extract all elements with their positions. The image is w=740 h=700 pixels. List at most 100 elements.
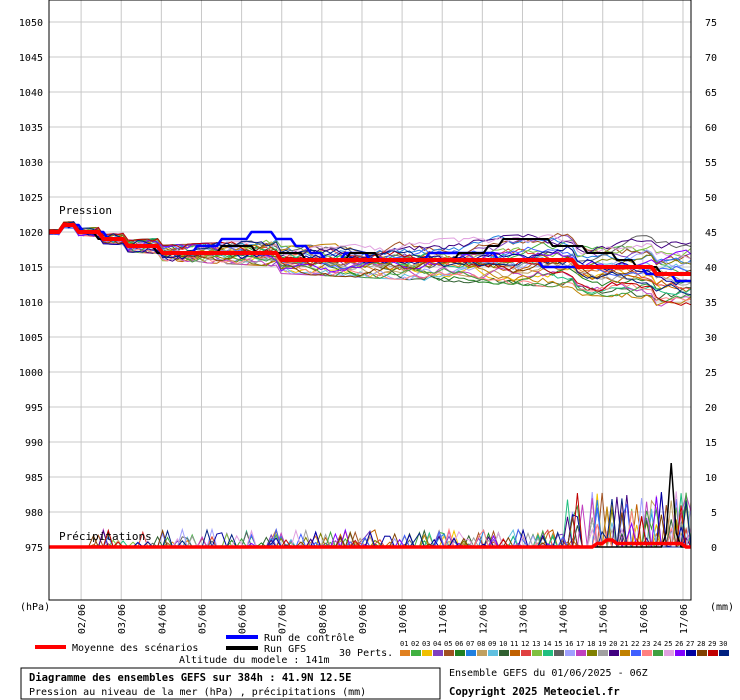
member-legend: 01 02 03 04 05 06 07 08 09 10 11 12 13 14 15 16 17 18 19 20… [400,640,729,656]
right-tick-label: 20 [705,403,717,414]
x-tick-label: 11/06 [438,604,449,634]
left-tick-label: 1035 [19,123,43,134]
main-series [49,223,691,549]
chart-subtitle: Pression au niveau de la mer (hPa) , pré… [29,686,366,698]
right-tick-label: 30 [705,333,717,344]
member-legend-number: 18 [587,640,595,648]
member-legend-swatch [411,650,421,656]
member-legend-number: 13 [532,640,540,648]
member-legend-swatch [609,650,619,656]
member-legend-number: 01 [400,640,408,648]
right-tick-label: 35 [705,298,717,309]
legend: Run de contrôle Run GFS Moyenne des scén… [35,632,729,659]
chart-grid [49,0,691,600]
member-legend-swatch [686,650,696,656]
member-legend-swatch [653,650,663,656]
ensemble-member-lines [48,221,692,549]
member-legend-swatch [477,650,487,656]
x-tick-label: 14/06 [559,604,570,634]
x-tick-label: 07/06 [278,604,289,634]
x-tick-label: 02/06 [77,604,88,634]
ensemble-mean-line [49,223,691,276]
member-legend-swatch [444,650,454,656]
title-box [20,667,441,700]
member-legend-number: 04 [433,640,441,648]
legend-control-label: Run de contrôle [264,632,354,644]
legend-mean-label: Moyenne des scénarios [72,642,198,654]
member-legend-number: 16 [565,640,573,648]
member-legend-swatch [543,650,553,656]
member-legend-number: 20 [609,640,617,648]
precip-annotation: Précipitations [59,530,152,543]
left-tick-label: 1030 [19,158,43,169]
member-legend-swatch [620,650,630,656]
member-pressure-line [48,225,691,285]
right-tick-label: 65 [705,88,717,99]
left-tick-label: 1050 [19,18,43,29]
member-legend-swatch [422,650,432,656]
member-legend-number: 11 [510,640,518,648]
left-axis-unit: (hPa) [20,602,50,613]
member-legend-swatch [488,650,498,656]
member-legend-swatch [576,650,586,656]
right-tick-label: 70 [705,53,717,64]
run-info: Ensemble GEFS du 01/06/2025 - 06Z [449,668,648,679]
plot-frame [48,0,692,601]
x-tick-label: 17/06 [679,604,690,634]
member-legend-swatch [400,650,410,656]
member-legend-number: 07 [466,640,474,648]
left-tick-label: 1045 [19,53,43,64]
member-legend-number: 08 [477,640,485,648]
left-tick-label: 975 [25,543,43,554]
member-legend-number: 30 [719,640,727,648]
member-legend-number: 12 [521,640,529,648]
x-tick-label: 12/06 [478,604,489,634]
right-tick-label: 15 [705,438,717,449]
chart-axes: 975 0 980 5 985 10 990 15 995 20 1000 25 1005 30 1010 3… [19,0,717,634]
member-legend-swatch [455,650,465,656]
member-legend-swatch [631,650,641,656]
right-tick-label: 10 [705,473,717,484]
member-legend-number: 26 [675,640,683,648]
gfs-run-line [49,224,691,275]
right-axis-unit: (mm) [710,602,734,613]
right-tick-label: 60 [705,123,717,134]
chart-title: Diagramme des ensembles GEFS sur 384h : … [29,672,351,684]
x-tick-label: 04/06 [157,604,168,634]
left-tick-label: 995 [25,403,43,414]
member-legend-swatch [675,650,685,656]
member-legend-swatch [554,650,564,656]
left-tick-label: 1020 [19,228,43,239]
member-legend-number: 24 [653,640,661,648]
x-tick-label: 03/06 [117,604,128,634]
member-legend-number: 19 [598,640,606,648]
member-legend-number: 29 [708,640,716,648]
member-legend-swatch [532,650,542,656]
x-tick-label: 06/06 [238,604,249,634]
member-legend-swatch [719,650,729,656]
left-tick-label: 980 [25,508,43,519]
mean-precip-line [49,538,691,549]
x-tick-label: 05/06 [197,604,208,634]
member-legend-swatch [521,650,531,656]
member-legend-number: 14 [543,640,551,648]
legend-gfs-label: Run GFS [264,644,306,655]
right-tick-label: 75 [705,18,717,29]
member-legend-swatch [664,650,674,656]
left-tick-label: 990 [25,438,43,449]
member-legend-number: 10 [499,640,507,648]
right-tick-label: 50 [705,193,717,204]
left-tick-label: 1005 [19,333,43,344]
member-legend-number: 03 [422,640,430,648]
pressure-annotation: Pression [59,204,112,217]
x-tick-label: 13/06 [518,604,529,634]
left-tick-label: 1010 [19,298,43,309]
member-legend-swatch [510,650,520,656]
member-legend-swatch [587,650,597,656]
member-legend-swatch [642,650,652,656]
x-tick-label: 15/06 [599,604,610,634]
legend-perts-label: 30 Perts. [339,648,393,659]
left-tick-label: 985 [25,473,43,484]
member-legend-number: 05 [444,640,452,648]
